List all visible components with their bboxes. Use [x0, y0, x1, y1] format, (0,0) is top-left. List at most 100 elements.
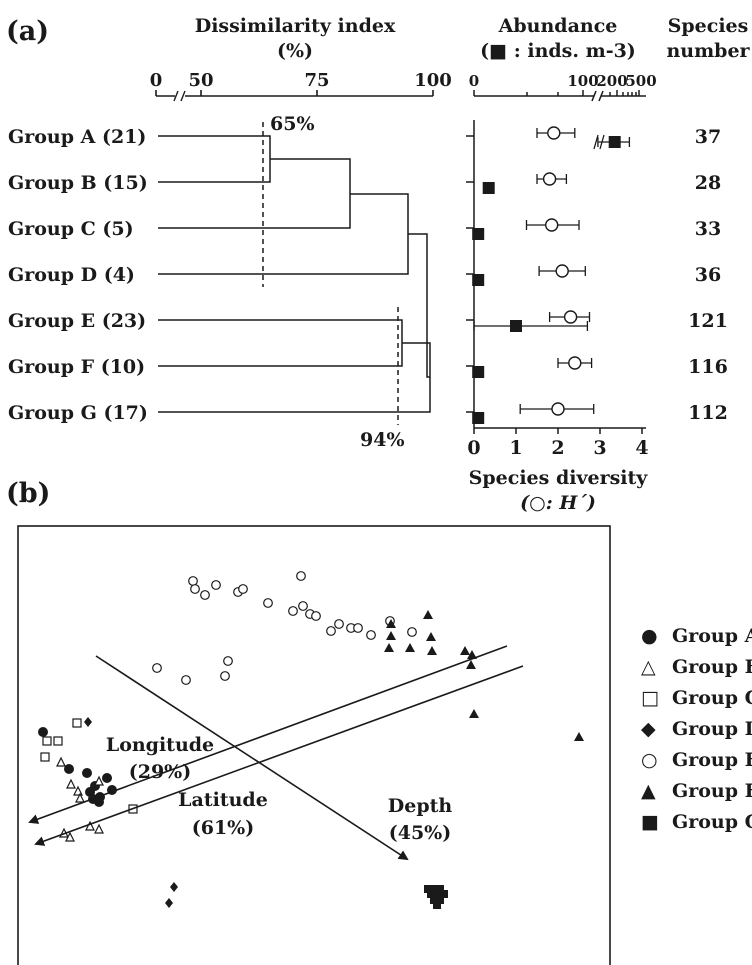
abundance-tick: 100	[567, 72, 598, 90]
point-group-c	[42, 736, 52, 746]
abundance-axis	[473, 90, 646, 102]
point-group-b	[65, 831, 75, 842]
point-group-e	[334, 619, 344, 629]
branch-ab-c	[158, 158, 351, 229]
diversity-point	[542, 172, 557, 186]
legend-label: Group D	[672, 718, 752, 740]
point-group-f	[386, 631, 396, 640]
point-group-f	[405, 643, 415, 652]
point-group-f	[574, 732, 584, 741]
species-header-2: number	[666, 40, 750, 62]
legend-marker: □	[641, 687, 659, 709]
group-label: Group D (4)	[8, 264, 135, 286]
point-group-g	[427, 890, 435, 898]
diversity-point	[555, 264, 569, 278]
point-group-e	[200, 590, 210, 600]
species-number: 116	[688, 356, 728, 378]
points-group-d	[84, 717, 178, 908]
point-group-e	[188, 576, 198, 586]
abundance-point	[510, 320, 522, 332]
point-group-c	[72, 718, 82, 728]
dendro-tick-50: 50	[188, 70, 213, 91]
branch-ef-g	[158, 342, 431, 413]
latitude-vector	[34, 665, 524, 846]
branch-e-f	[158, 319, 403, 367]
point-group-f	[469, 709, 479, 718]
point-group-e	[298, 601, 308, 611]
point-group-e	[407, 627, 417, 637]
point-group-c	[40, 752, 50, 762]
diversity-marks	[472, 126, 631, 424]
point-group-e	[311, 611, 321, 621]
group-labels: Group A (21) Group B (15) Group C (5) Gr…	[8, 126, 148, 424]
legend-marker: ○	[641, 749, 658, 771]
point-group-e	[190, 584, 200, 594]
points-group-e	[152, 571, 417, 685]
dendro-tick-100: 100	[414, 70, 452, 91]
dendro-unit: (%)	[277, 40, 313, 62]
point-group-e	[353, 623, 363, 633]
diversity-point	[545, 218, 559, 232]
diversity-tick: 1	[509, 437, 522, 459]
species-number: 37	[695, 126, 721, 148]
point-group-f	[427, 646, 437, 655]
longitude-label: Longitude	[106, 734, 214, 756]
depth-label: Depth	[388, 795, 453, 817]
species-header: Species	[668, 15, 749, 37]
points-group-f	[384, 610, 584, 741]
abundance-tick: 500	[625, 72, 656, 90]
point-group-a	[38, 727, 48, 737]
group-label: Group G (17)	[8, 402, 148, 424]
legend-marker: ■	[641, 811, 659, 833]
abundance-point	[608, 136, 621, 148]
point-group-e	[366, 630, 376, 640]
diversity-tick: 3	[593, 437, 606, 459]
depth-vector	[95, 655, 409, 861]
point-group-g	[430, 885, 438, 893]
diversity-xlabel-sub: (○: H´)	[520, 492, 596, 514]
abundance-unit: (■ : inds. m-3)	[480, 40, 636, 62]
legend-label: Group B	[672, 656, 752, 678]
point-group-f	[426, 632, 436, 641]
abundance-point	[472, 412, 485, 424]
environment-vectors	[28, 645, 524, 861]
legend-label: Group G	[672, 811, 752, 833]
latitude-label: Latitude	[178, 789, 268, 811]
point-group-f	[466, 660, 476, 669]
species-number: 28	[695, 172, 721, 194]
axis-break-mark	[593, 134, 599, 150]
dendro-title: Dissimilarity index	[195, 15, 396, 37]
ordination-frame	[17, 525, 611, 965]
point-group-a	[94, 797, 104, 807]
group-label: Group B (15)	[8, 172, 148, 194]
diversity-axes	[466, 120, 646, 434]
abundance-title: Abundance	[498, 15, 618, 37]
dendro-tick-0: 0	[150, 70, 163, 91]
point-group-e	[152, 663, 162, 673]
diversity-xlabel: Species diversity	[469, 467, 649, 489]
abundance-point	[472, 274, 485, 286]
legend-label: Group E	[672, 749, 752, 771]
longitude-vector	[28, 645, 508, 824]
diversity-tick: 4	[635, 437, 648, 459]
diversity-tick: 0	[467, 437, 480, 459]
point-group-g	[433, 901, 441, 909]
point-group-b	[94, 823, 104, 834]
legend-marker: ◆	[641, 718, 656, 740]
point-group-e	[263, 598, 273, 608]
branch-a-b	[158, 135, 271, 183]
point-group-a	[102, 773, 112, 783]
axis-break-mark	[599, 134, 605, 150]
branch-abc-d	[158, 193, 409, 275]
cutoff-94-label: 94%	[360, 429, 405, 451]
point-group-b	[94, 775, 104, 786]
point-group-c	[53, 736, 63, 746]
panel-b-label: (b)	[6, 478, 50, 509]
legend-label: Group F	[672, 780, 752, 802]
point-group-f	[460, 646, 470, 655]
point-group-b	[85, 820, 95, 831]
point-group-f	[467, 650, 477, 659]
branch-root	[408, 233, 430, 378]
point-group-f	[423, 610, 433, 619]
point-group-g	[436, 885, 444, 893]
